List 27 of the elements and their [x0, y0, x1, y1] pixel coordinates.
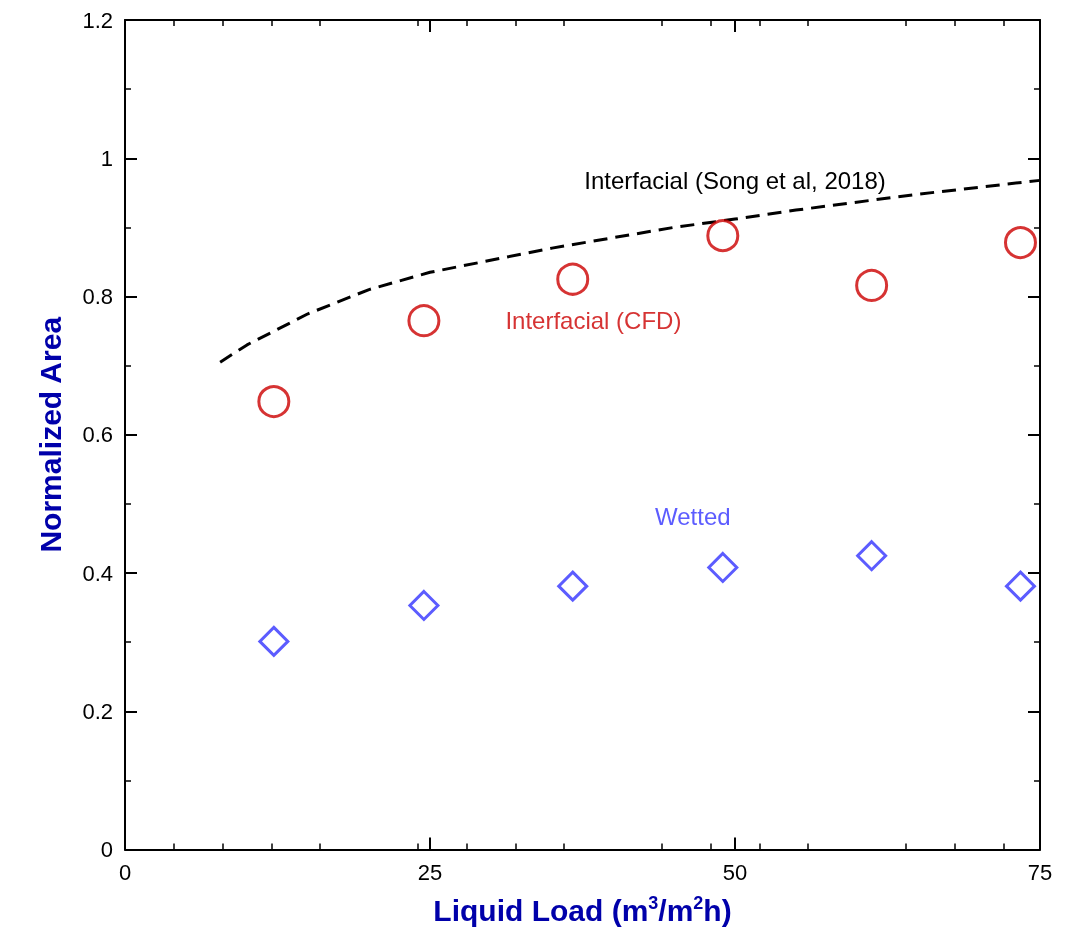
x-tick-label: 75 [1027, 860, 1053, 885]
point [706, 219, 740, 253]
x-tick-label: 25 [417, 860, 443, 885]
y-tick-label: 0 [100, 837, 113, 862]
point [258, 625, 290, 657]
point [557, 570, 589, 602]
y-axis-title: Normalized Area [33, 316, 67, 553]
point [407, 304, 441, 338]
point [1004, 570, 1036, 602]
y-tick-label: 0.4 [82, 560, 113, 586]
y-tick-label: 0.6 [82, 422, 113, 448]
point [707, 551, 739, 583]
x-tick-label: 0 [118, 860, 132, 885]
y-tick-label: 0.2 [82, 698, 113, 724]
point [556, 262, 590, 296]
y-tick-label: 0.8 [82, 284, 113, 309]
series-label: Wetted [655, 503, 731, 531]
point [855, 268, 889, 302]
point [1004, 226, 1037, 260]
point [408, 589, 440, 621]
y-tick-label: 1 [100, 145, 113, 171]
series-label: Interfacial (Song et al, 2018) [584, 166, 886, 194]
point [257, 385, 291, 419]
series-label: Interfacial (CFD) [505, 307, 682, 335]
y-tick-label: 1.2 [82, 7, 113, 33]
x-tick-label: 50 [722, 860, 748, 885]
point [856, 540, 888, 572]
